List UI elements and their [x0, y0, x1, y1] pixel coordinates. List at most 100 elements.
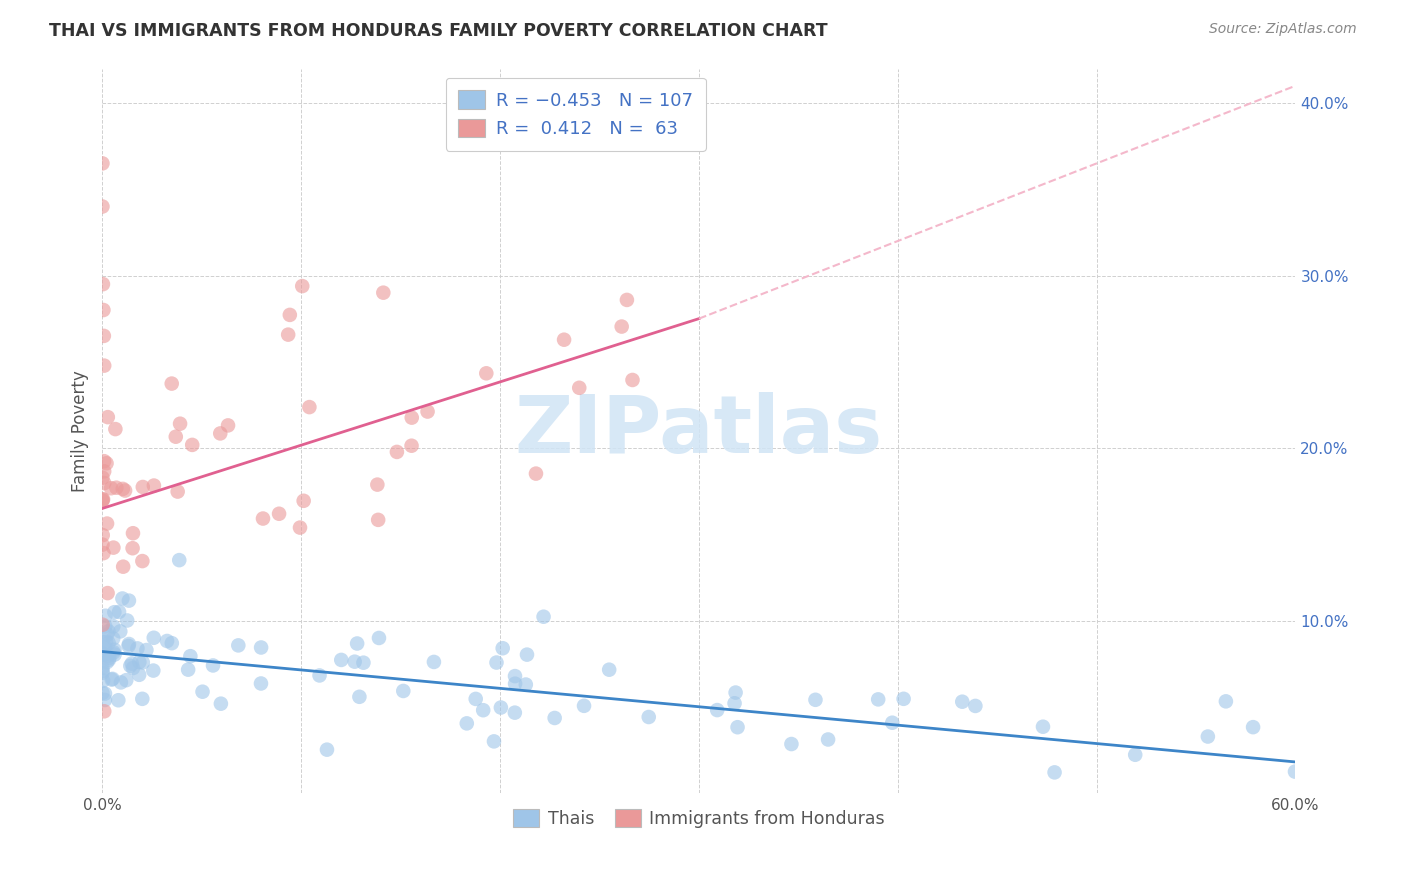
- Point: [568, 381, 591, 395]
- Point: [226, 639, 249, 653]
- Point: [93, 476, 115, 491]
- Point: [115, 614, 138, 628]
- Point: [598, 663, 620, 677]
- Y-axis label: Family Poverty: Family Poverty: [72, 370, 89, 491]
- Point: [515, 677, 537, 691]
- Point: [97, 636, 120, 650]
- Point: [115, 673, 138, 688]
- Point: [191, 684, 214, 698]
- Point: [485, 656, 508, 670]
- Point: [727, 720, 749, 734]
- Point: [93, 648, 115, 662]
- Point: [492, 641, 515, 656]
- Point: [94, 619, 117, 633]
- Point: [1043, 765, 1066, 780]
- Point: [209, 426, 232, 441]
- Point: [91, 277, 114, 292]
- Point: [131, 691, 153, 706]
- Point: [121, 657, 143, 671]
- Point: [367, 513, 389, 527]
- Point: [97, 624, 120, 639]
- Point: [93, 454, 115, 468]
- Point: [165, 430, 187, 444]
- Point: [91, 635, 114, 649]
- Point: [277, 327, 299, 342]
- Point: [868, 692, 890, 706]
- Point: [1241, 720, 1264, 734]
- Point: [291, 279, 314, 293]
- Point: [330, 653, 353, 667]
- Point: [308, 668, 330, 682]
- Point: [533, 609, 555, 624]
- Point: [349, 690, 371, 704]
- Point: [288, 520, 311, 534]
- Point: [160, 376, 183, 391]
- Point: [91, 538, 114, 552]
- Point: [292, 493, 315, 508]
- Point: [1197, 730, 1219, 744]
- Point: [128, 668, 150, 682]
- Point: [91, 471, 114, 485]
- Point: [456, 716, 478, 731]
- Point: [252, 511, 274, 525]
- Text: Source: ZipAtlas.com: Source: ZipAtlas.com: [1209, 22, 1357, 37]
- Point: [127, 641, 149, 656]
- Point: [107, 693, 129, 707]
- Point: [706, 703, 728, 717]
- Point: [93, 704, 115, 718]
- Point: [91, 200, 114, 214]
- Point: [132, 656, 155, 670]
- Point: [804, 693, 827, 707]
- Point: [1215, 694, 1237, 708]
- Point: [98, 653, 121, 667]
- Point: [621, 373, 644, 387]
- Point: [464, 692, 486, 706]
- Point: [401, 410, 423, 425]
- Text: THAI VS IMMIGRANTS FROM HONDURAS FAMILY POVERTY CORRELATION CHART: THAI VS IMMIGRANTS FROM HONDURAS FAMILY …: [49, 22, 828, 40]
- Point: [423, 655, 446, 669]
- Point: [553, 333, 575, 347]
- Point: [103, 648, 125, 662]
- Point: [91, 493, 114, 508]
- Point: [780, 737, 803, 751]
- Point: [142, 631, 165, 645]
- Point: [572, 698, 595, 713]
- Point: [105, 481, 128, 495]
- Point: [167, 553, 190, 567]
- Point: [98, 650, 121, 665]
- Point: [91, 492, 114, 507]
- Point: [110, 624, 132, 639]
- Point: [97, 586, 120, 600]
- Point: [166, 484, 188, 499]
- Point: [179, 649, 201, 664]
- Point: [96, 627, 118, 641]
- Point: [202, 658, 225, 673]
- Point: [91, 686, 114, 700]
- Point: [1123, 747, 1146, 762]
- Point: [121, 541, 143, 556]
- Point: [482, 734, 505, 748]
- Point: [108, 605, 131, 619]
- Point: [352, 656, 374, 670]
- Point: [103, 619, 125, 633]
- Point: [122, 526, 145, 541]
- Point: [91, 661, 114, 675]
- Point: [101, 672, 124, 686]
- Point: [120, 658, 142, 673]
- Point: [91, 647, 114, 661]
- Point: [93, 359, 115, 373]
- Point: [91, 528, 114, 542]
- Point: [278, 308, 301, 322]
- Point: [503, 676, 526, 690]
- Point: [160, 636, 183, 650]
- Point: [103, 645, 125, 659]
- Point: [91, 492, 114, 507]
- Point: [96, 516, 118, 531]
- Point: [93, 546, 115, 560]
- Point: [637, 710, 659, 724]
- Point: [489, 700, 512, 714]
- Point: [142, 664, 165, 678]
- Point: [1032, 720, 1054, 734]
- Point: [93, 464, 115, 478]
- Point: [103, 605, 125, 619]
